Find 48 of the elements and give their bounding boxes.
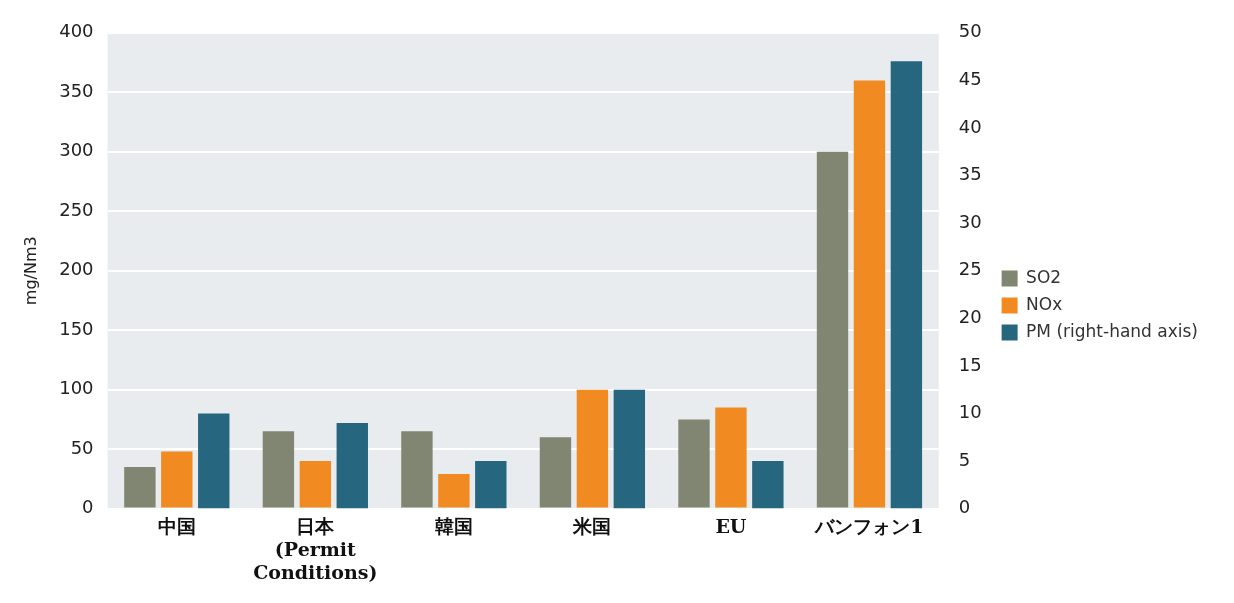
y-tick-label: 150 xyxy=(59,317,94,339)
bar xyxy=(715,407,747,508)
bar xyxy=(124,466,156,508)
bar xyxy=(752,461,784,509)
bar xyxy=(576,389,609,508)
y-tick-label: 0 xyxy=(82,496,94,518)
y2-tick-label: 10 xyxy=(958,401,982,423)
bar xyxy=(816,151,849,508)
y-axis-title: mg/Nm3 xyxy=(20,236,40,306)
x-tick-label: 韓国 xyxy=(434,514,473,537)
x-tick-label: 日本 (Permit Conditions) xyxy=(253,514,378,583)
bar xyxy=(853,80,886,508)
bar xyxy=(678,419,710,508)
x-tick-label: バンフォン1 xyxy=(814,514,924,537)
y-tick-label: 300 xyxy=(59,139,94,161)
bar xyxy=(475,461,507,509)
x-tick-label: EU xyxy=(715,514,747,537)
legend-label: NOx xyxy=(1026,293,1063,314)
y2-tick-label: 5 xyxy=(958,448,971,470)
y-tick-label: 350 xyxy=(59,79,94,101)
x-tick-label: 中国 xyxy=(157,514,196,537)
y2-tick-label: 25 xyxy=(958,258,982,280)
y2-tick-label: 40 xyxy=(958,115,982,137)
bar xyxy=(299,461,332,508)
x-tick-label: 米国 xyxy=(572,514,612,537)
bar xyxy=(438,474,470,508)
y-tick-label: 100 xyxy=(59,377,94,399)
y-tick-label: 50 xyxy=(70,436,94,458)
bar xyxy=(539,437,572,508)
y2-tick-label: 15 xyxy=(958,353,982,375)
legend-label: SO2 xyxy=(1026,266,1062,287)
y-tick-label: 400 xyxy=(59,20,94,42)
y2-tick-label: 20 xyxy=(958,305,982,327)
bar xyxy=(401,431,433,508)
bar xyxy=(336,422,368,509)
y-tick-label: 250 xyxy=(59,198,94,220)
bar xyxy=(613,389,646,509)
y-tick-label: 200 xyxy=(59,258,94,280)
bar xyxy=(262,431,295,508)
y2-tick-label: 35 xyxy=(958,163,982,185)
bar xyxy=(161,451,193,508)
legend-label: PM (right-hand axis) xyxy=(1026,320,1199,341)
y2-tick-label: 0 xyxy=(958,496,971,518)
y2-tick-label: 30 xyxy=(958,210,982,232)
bar xyxy=(890,61,923,509)
y2-tick-label: 50 xyxy=(958,20,982,42)
bar xyxy=(198,413,230,509)
y2-tick-label: 45 xyxy=(958,68,982,90)
